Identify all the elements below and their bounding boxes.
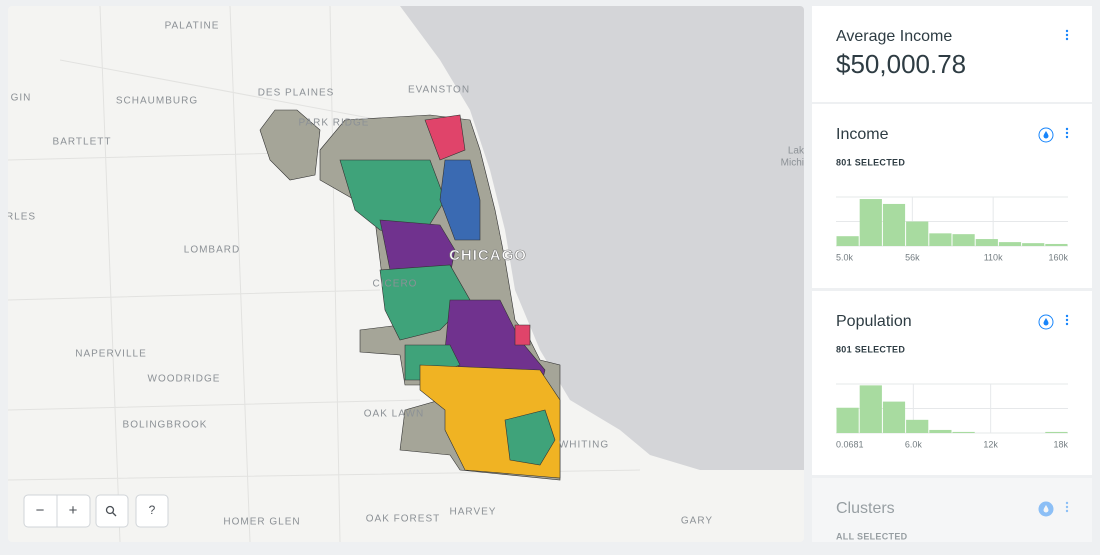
menu-dot[interactable] bbox=[1065, 318, 1069, 322]
place-label: WOODRIDGE bbox=[148, 374, 221, 385]
place-label: HOMER GLEN bbox=[223, 517, 300, 528]
menu-dot[interactable] bbox=[1065, 501, 1069, 505]
histogram-bar[interactable] bbox=[952, 234, 975, 246]
drop-icon bbox=[1043, 505, 1049, 513]
menu-dot[interactable] bbox=[1065, 322, 1069, 326]
histogram-bar[interactable] bbox=[906, 419, 929, 433]
roads bbox=[8, 6, 641, 542]
histogram-bar[interactable] bbox=[859, 199, 882, 246]
menu-dot[interactable] bbox=[1065, 131, 1069, 135]
menu-dot[interactable] bbox=[1065, 29, 1069, 33]
place-label: PALATINE bbox=[165, 21, 220, 32]
histogram-bar[interactable] bbox=[882, 401, 906, 433]
histogram-bar[interactable] bbox=[929, 429, 952, 433]
place-label: GARY bbox=[681, 516, 713, 527]
widget-status: 801 SELECTED bbox=[836, 157, 905, 167]
place-label: BARTLETT bbox=[53, 137, 112, 148]
x-tick-label: 160k bbox=[1048, 252, 1068, 262]
x-tick-label: 5.0k bbox=[836, 252, 854, 262]
widget: Income 801 SELECTED 5.0k 56k 110k 160k bbox=[812, 104, 1092, 288]
help-box bbox=[135, 494, 169, 528]
place-label: OAK FOREST bbox=[366, 514, 440, 525]
x-tick-label: 56k bbox=[905, 252, 920, 262]
menu-dot[interactable] bbox=[1065, 37, 1069, 41]
histogram-bar[interactable] bbox=[1022, 243, 1045, 246]
place-label: CICERO bbox=[373, 279, 418, 290]
place-label: LOMBARD bbox=[184, 245, 240, 256]
widget-card bbox=[812, 6, 1092, 102]
x-tick-label: 12k bbox=[983, 439, 998, 449]
place-label: HARVEY bbox=[450, 507, 497, 518]
histogram-bar[interactable] bbox=[859, 385, 882, 433]
place-label: RLES bbox=[6, 212, 36, 223]
widget-panel: Average Income $50,000.78 Income 801 SELECT… bbox=[812, 6, 1092, 542]
lake-label: Michi bbox=[781, 158, 804, 169]
histogram-bar[interactable] bbox=[998, 242, 1022, 246]
place-label: SCHAUMBURG bbox=[116, 96, 198, 107]
help-button[interactable]: ? bbox=[149, 503, 156, 517]
widget-title: Clusters bbox=[836, 500, 895, 517]
color-button[interactable] bbox=[1038, 501, 1054, 517]
histogram-bar[interactable] bbox=[1045, 243, 1068, 246]
histogram-bar[interactable] bbox=[975, 239, 998, 246]
zoom-in-button[interactable]: + bbox=[69, 502, 78, 519]
menu-dot[interactable] bbox=[1065, 314, 1069, 318]
place-label: WHITING bbox=[559, 440, 609, 451]
histogram-bar[interactable] bbox=[882, 203, 906, 246]
drop-icon bbox=[1043, 318, 1049, 326]
x-tick-label: 0.0681 bbox=[836, 439, 864, 449]
histogram-bar[interactable] bbox=[1045, 431, 1068, 433]
menu-dot[interactable] bbox=[1065, 33, 1069, 37]
histogram-bar[interactable] bbox=[906, 221, 929, 247]
histogram-bar[interactable] bbox=[929, 233, 952, 246]
widget-card bbox=[812, 478, 1092, 542]
place-label: EVANSTON bbox=[408, 85, 470, 96]
x-tick-label: 6.0k bbox=[905, 439, 923, 449]
zoom-controls: − + ? bbox=[23, 494, 169, 528]
neighborhoods[interactable] bbox=[259, 109, 561, 481]
widget-status: 801 SELECTED bbox=[836, 344, 905, 354]
widget: Clusters ALL SELECTED bbox=[812, 478, 1092, 542]
widget-title: Average Income bbox=[836, 28, 952, 45]
histogram-bar[interactable] bbox=[952, 431, 975, 433]
place-label: OAK LAWN bbox=[364, 409, 424, 420]
lake-label: Lak bbox=[788, 146, 805, 157]
city-label: CHICAGO bbox=[449, 247, 527, 264]
widget: Average Income $50,000.78 bbox=[812, 6, 1092, 102]
widget-value: $50,000.78 bbox=[836, 49, 966, 79]
menu-dot[interactable] bbox=[1065, 505, 1069, 509]
menu-dot[interactable] bbox=[1065, 127, 1069, 131]
widget-status: ALL SELECTED bbox=[836, 531, 908, 541]
place-label: GIN bbox=[11, 93, 32, 104]
histogram-bar[interactable] bbox=[836, 236, 859, 246]
widget-title: Income bbox=[836, 126, 889, 143]
widget: Population 801 SELECTED 0.0681 6.0k 12k 18k bbox=[812, 291, 1092, 475]
x-tick-label: 18k bbox=[1053, 439, 1068, 449]
histogram-bar[interactable] bbox=[836, 407, 859, 433]
search-button[interactable] bbox=[95, 494, 129, 528]
menu-dot[interactable] bbox=[1065, 135, 1069, 139]
menu-dot[interactable] bbox=[1065, 509, 1069, 513]
drop-icon bbox=[1043, 131, 1049, 139]
lake bbox=[400, 6, 804, 470]
map[interactable]: PALATINE EVANSTON DES PLAINES GIN SCHAUMBURG… bbox=[6, 6, 805, 542]
zoom-out-button[interactable]: − bbox=[36, 502, 45, 519]
place-label: BOLINGBROOK bbox=[123, 420, 208, 431]
x-tick-label: 110k bbox=[984, 252, 1003, 262]
place-label: NAPERVILLE bbox=[75, 349, 147, 360]
place-label: DES PLAINES bbox=[258, 88, 335, 99]
widget-title: Population bbox=[836, 313, 912, 330]
place-label: PARK RIDGE bbox=[299, 118, 370, 129]
